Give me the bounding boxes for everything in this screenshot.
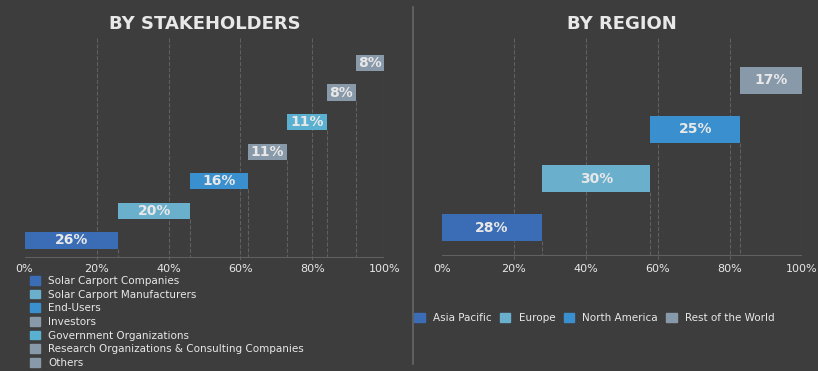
Bar [25,232,118,249]
Text: 25%: 25% [679,122,712,136]
Text: 17%: 17% [754,73,788,87]
Title: BY REGION: BY REGION [567,15,676,33]
Bar [356,55,384,71]
Bar [118,203,190,219]
Text: 11%: 11% [290,115,324,129]
Text: 11%: 11% [251,145,284,159]
Legend: Asia Pacific, Europe, North America, Rest of the World: Asia Pacific, Europe, North America, Res… [414,313,775,323]
Bar [327,85,356,101]
Text: 8%: 8% [358,56,382,70]
Text: 8%: 8% [330,86,353,99]
Bar [740,67,802,93]
Text: 20%: 20% [137,204,171,218]
Text: 30%: 30% [580,171,614,186]
Bar [190,173,248,190]
Legend: Solar Carport Companies, Solar Carport Manufacturers, End-Users, Investors, Gove: Solar Carport Companies, Solar Carport M… [29,276,304,368]
Text: 28%: 28% [475,221,509,235]
Title: BY STAKEHOLDERS: BY STAKEHOLDERS [109,15,300,33]
Text: 16%: 16% [202,174,236,188]
Bar [650,116,740,143]
Text: 26%: 26% [55,233,88,247]
Bar [542,165,650,192]
Bar [248,144,287,160]
Bar [442,214,542,241]
Bar [287,114,327,130]
